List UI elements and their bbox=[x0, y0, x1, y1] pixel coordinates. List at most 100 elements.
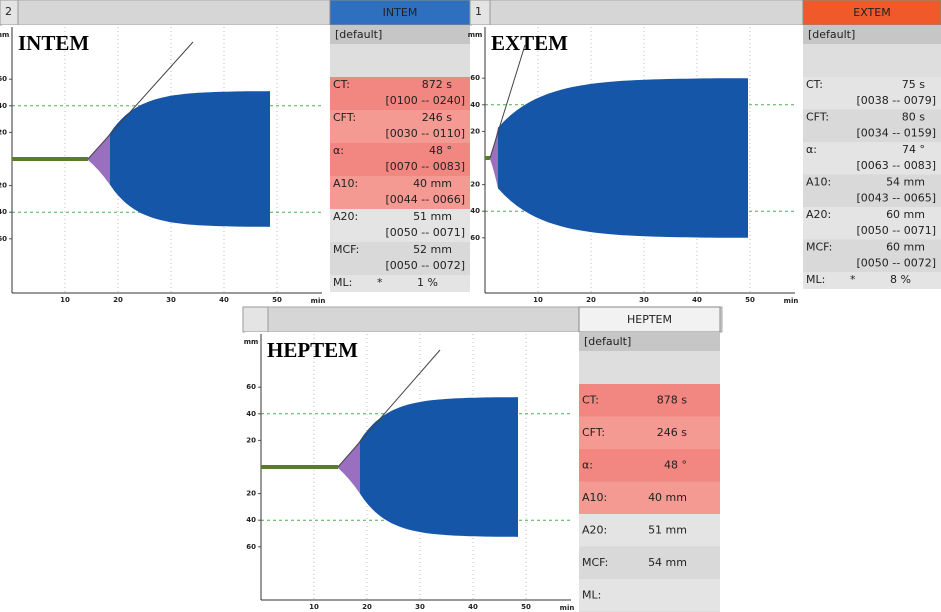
param-flag: * bbox=[377, 276, 383, 289]
param-value: 872 s bbox=[422, 78, 452, 91]
blank-row bbox=[803, 44, 941, 77]
param-row[interactable] bbox=[330, 176, 470, 209]
chart-title: EXTEM bbox=[491, 31, 568, 55]
param-row[interactable] bbox=[330, 209, 470, 242]
chart-title: HEPTEM bbox=[267, 338, 358, 362]
y-tick-label: 60 bbox=[0, 75, 7, 83]
clot-formation bbox=[88, 133, 110, 185]
param-value: 75 s bbox=[902, 78, 925, 91]
param-row[interactable] bbox=[330, 275, 470, 292]
profile: [default] bbox=[808, 28, 855, 41]
clot-formation bbox=[338, 440, 360, 494]
param-value: 246 s bbox=[657, 426, 687, 439]
y-unit: mm bbox=[244, 338, 259, 346]
x-unit: min bbox=[311, 297, 326, 305]
param-label: CT: bbox=[582, 393, 599, 406]
param-row[interactable] bbox=[579, 546, 720, 580]
param-label: CFT: bbox=[806, 111, 829, 124]
tab[interactable] bbox=[578, 306, 721, 333]
param-label: ML: bbox=[333, 276, 352, 289]
y-tick-label: 20 bbox=[470, 181, 480, 189]
param-value: 51 mm bbox=[648, 523, 687, 536]
tab-number-box[interactable] bbox=[242, 306, 269, 333]
tab-number: 1 bbox=[475, 5, 482, 18]
param-row[interactable] bbox=[579, 416, 720, 450]
param-label: ML: bbox=[806, 273, 825, 286]
clot-amplitude bbox=[110, 91, 270, 227]
param-row[interactable] bbox=[803, 142, 941, 175]
param-value: 40 mm bbox=[648, 491, 687, 504]
y-tick-label: 40 bbox=[470, 207, 480, 215]
y-tick-label: 20 bbox=[246, 436, 256, 444]
param-label: α: bbox=[582, 458, 593, 471]
param-row[interactable] bbox=[803, 239, 941, 273]
param-row[interactable] bbox=[803, 109, 941, 143]
x-tick-label: 50 bbox=[745, 296, 755, 304]
profile-row bbox=[579, 332, 720, 351]
x-tick-label: 40 bbox=[692, 296, 702, 304]
param-row[interactable] bbox=[803, 77, 941, 110]
x-tick-label: 50 bbox=[521, 603, 531, 611]
param-label: A20: bbox=[333, 210, 358, 223]
alpha-tangent bbox=[489, 44, 526, 159]
y-unit: mm bbox=[0, 31, 9, 39]
blank-row bbox=[330, 44, 470, 77]
x-tick-label: 40 bbox=[219, 296, 229, 304]
y-tick-label: 60 bbox=[470, 234, 480, 242]
x-tick-label: 30 bbox=[415, 603, 425, 611]
tab-number: 2 bbox=[5, 5, 12, 18]
param-row[interactable] bbox=[579, 449, 720, 482]
param-label: MCF: bbox=[582, 556, 608, 569]
x-tick-label: 50 bbox=[272, 296, 282, 304]
param-row[interactable] bbox=[330, 242, 470, 275]
param-row[interactable] bbox=[579, 579, 720, 612]
param-range: [0050 -- 0072] bbox=[856, 257, 936, 270]
x-tick-label: 10 bbox=[60, 296, 70, 304]
y-tick-label: 20 bbox=[0, 128, 7, 136]
tab-title: EXTEM bbox=[853, 6, 890, 19]
y-tick-label: 40 bbox=[246, 516, 256, 524]
param-row[interactable] bbox=[803, 207, 941, 240]
profile-row bbox=[803, 25, 941, 44]
clot-formation bbox=[490, 127, 498, 189]
param-value: 51 mm bbox=[413, 210, 452, 223]
param-row[interactable] bbox=[579, 514, 720, 547]
y-tick-label: 40 bbox=[0, 102, 7, 110]
clot-amplitude bbox=[498, 78, 748, 238]
y-tick-label: 60 bbox=[246, 383, 256, 391]
param-row[interactable] bbox=[330, 143, 470, 176]
param-row[interactable] bbox=[330, 110, 470, 143]
param-value: 60 mm bbox=[886, 208, 925, 221]
y-tick-label: 20 bbox=[470, 127, 480, 135]
alpha-tangent bbox=[337, 349, 441, 468]
param-row[interactable] bbox=[579, 481, 720, 515]
param-label: ML: bbox=[582, 588, 601, 601]
x-tick-label: 10 bbox=[533, 296, 543, 304]
x-tick-label: 20 bbox=[362, 603, 372, 611]
param-value: 48 ° bbox=[429, 144, 452, 157]
param-row[interactable] bbox=[803, 272, 941, 289]
param-value: 878 s bbox=[657, 393, 687, 406]
clot-amplitude bbox=[360, 397, 518, 537]
param-range: [0063 -- 0083] bbox=[856, 159, 936, 172]
param-label: A20: bbox=[582, 523, 607, 536]
param-row[interactable] bbox=[330, 77, 470, 110]
x-tick-label: 40 bbox=[468, 603, 478, 611]
param-label: CT: bbox=[806, 78, 823, 91]
y-tick-label: 40 bbox=[246, 410, 256, 418]
param-label: α: bbox=[333, 144, 344, 157]
x-tick-label: 20 bbox=[113, 296, 123, 304]
param-label: A10: bbox=[806, 176, 831, 189]
param-row[interactable] bbox=[579, 384, 720, 417]
param-label: MCF: bbox=[806, 241, 832, 254]
param-value: 80 s bbox=[902, 111, 925, 124]
param-value: 40 mm bbox=[413, 177, 452, 190]
param-label: MCF: bbox=[333, 243, 359, 256]
x-tick-label: 10 bbox=[309, 603, 319, 611]
param-label: CFT: bbox=[333, 111, 356, 124]
param-label: CT: bbox=[333, 78, 350, 91]
param-label: α: bbox=[806, 143, 817, 156]
profile: [default] bbox=[584, 335, 631, 348]
param-row[interactable] bbox=[803, 174, 941, 208]
